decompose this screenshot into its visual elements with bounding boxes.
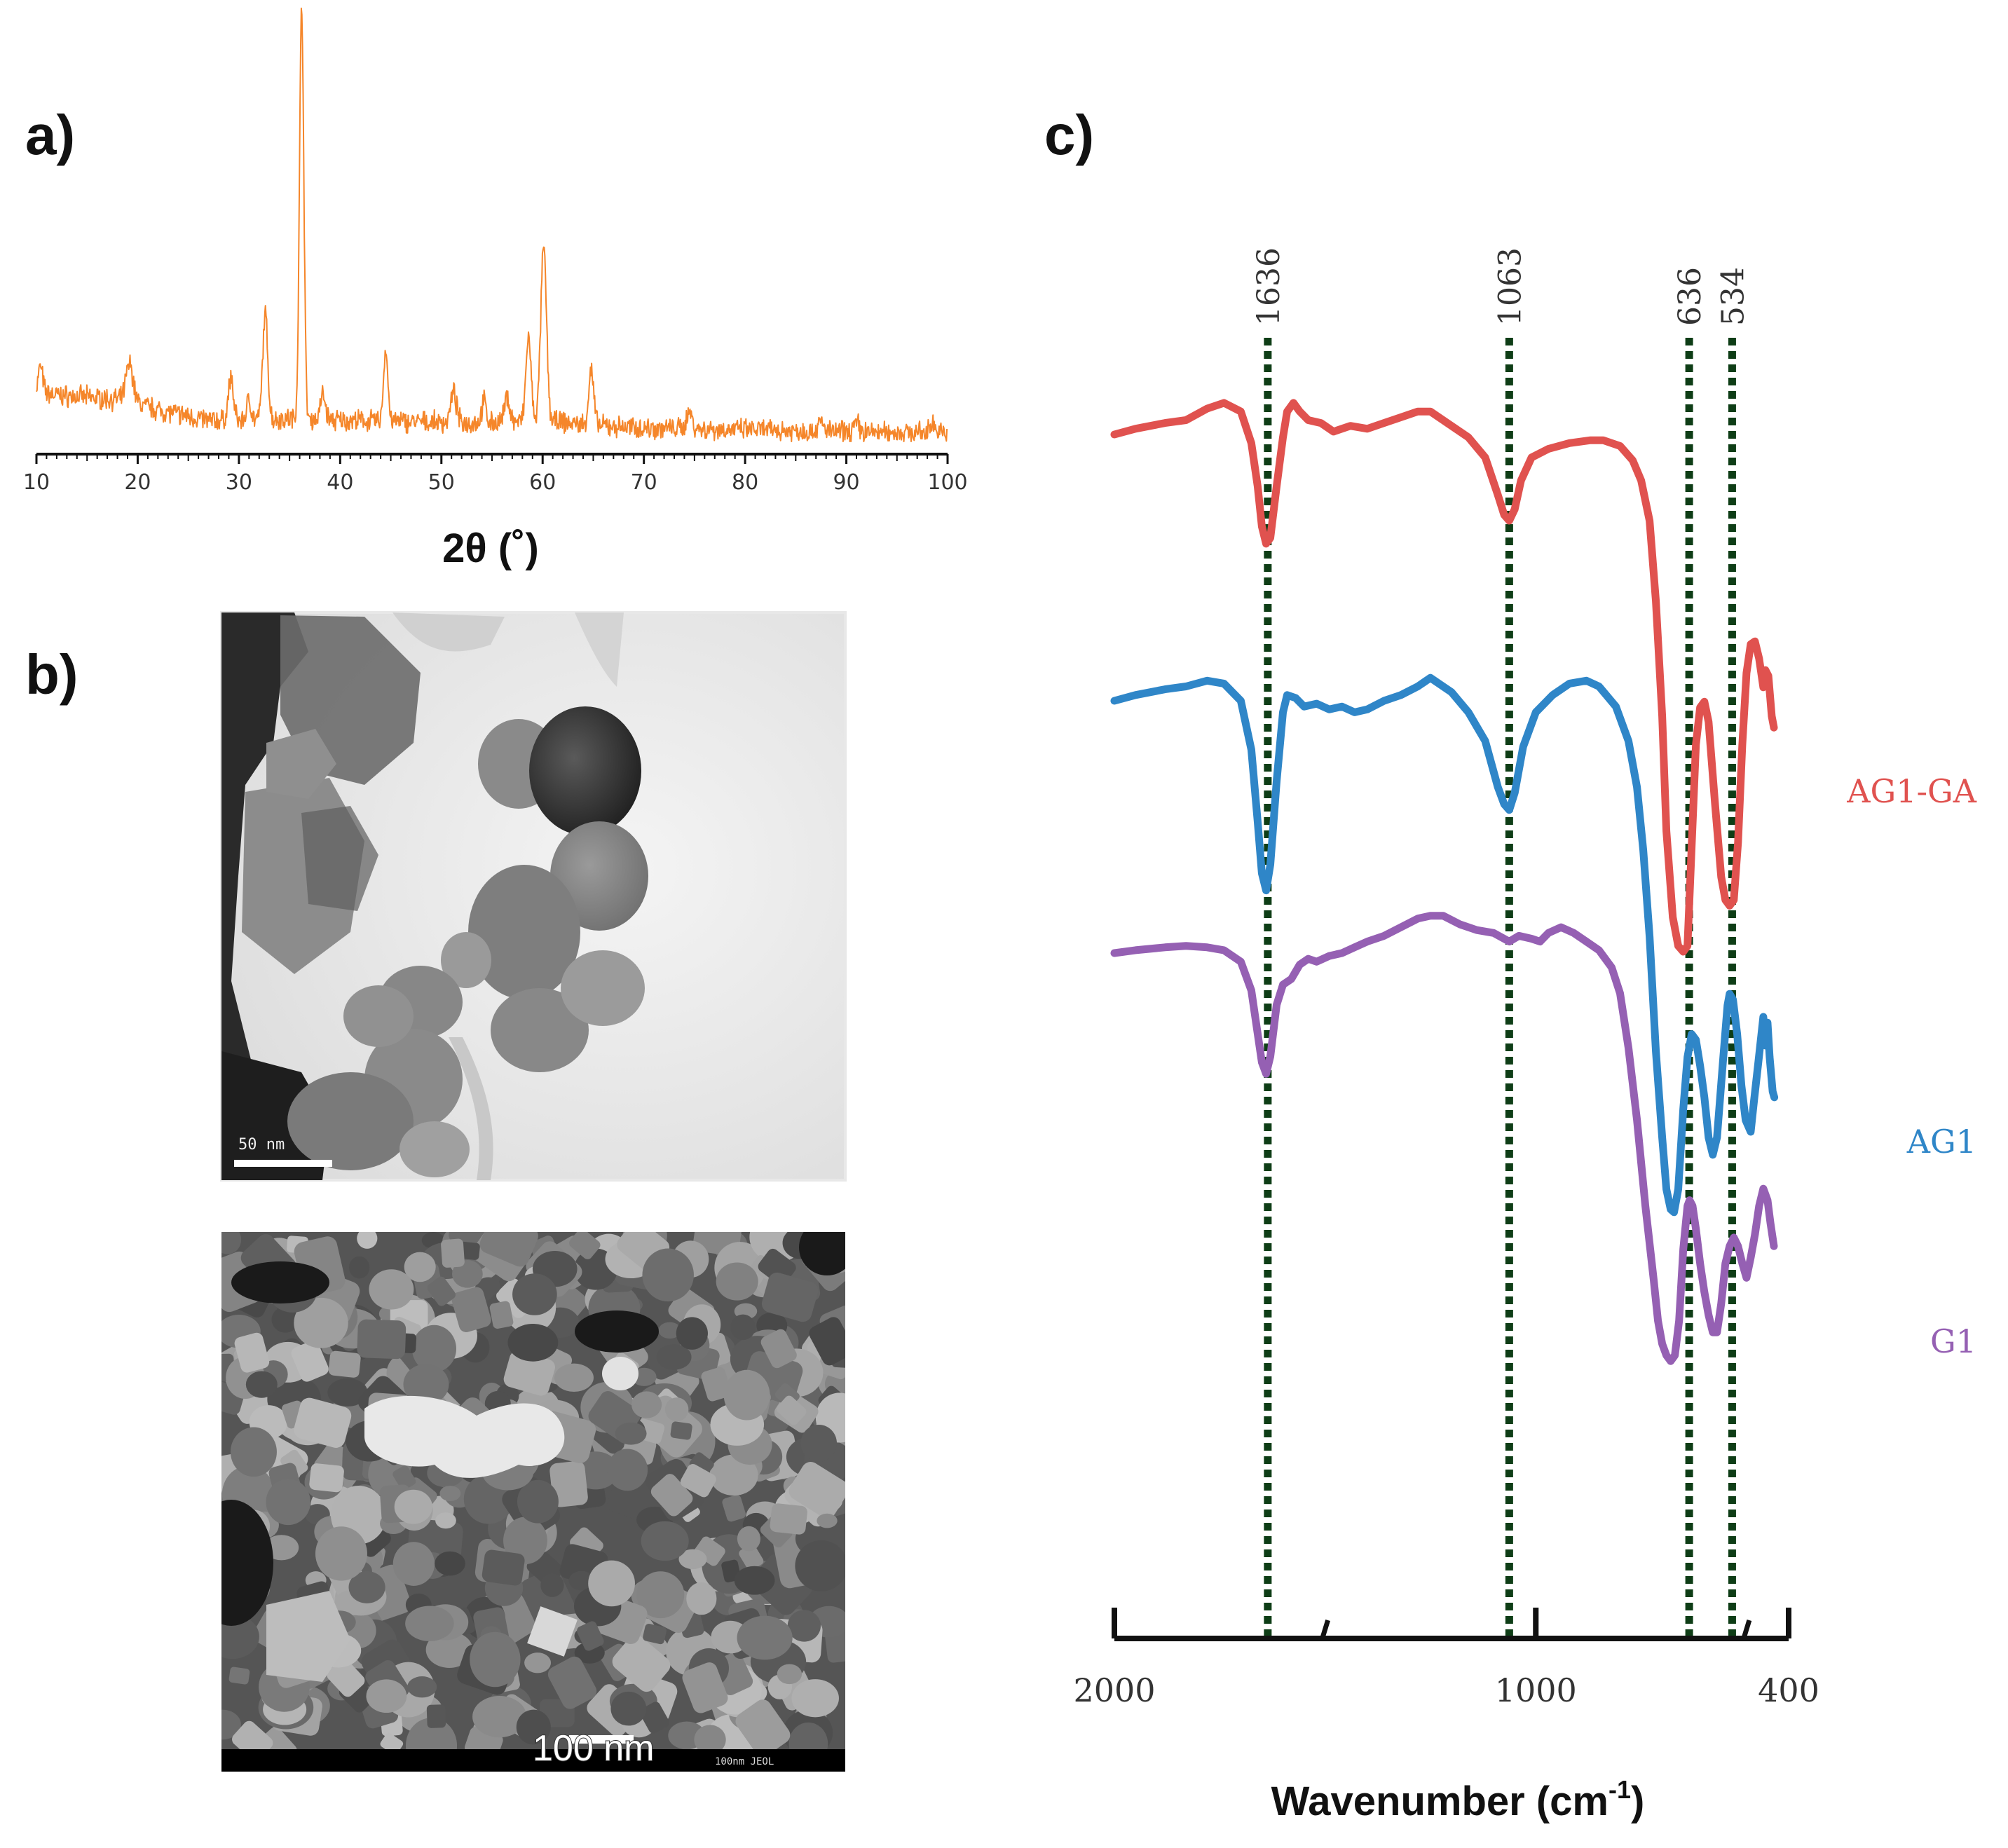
ftir-tick-label: 1000 [1495,1671,1577,1709]
ftir-x-axis: 2000 1000 400 [1073,1608,1819,1709]
ftir-x-axis-title: Wavenumber (cm-1) [1271,1775,1645,1824]
ftir-series-label: AG1-GA [1846,772,1977,810]
xrd-tick-label: 50 [428,470,455,495]
xrd-tick-label: 20 [124,470,151,495]
ftir-peak-markers: 1636 1063 636 534 [1251,247,1751,1638]
xrd-pattern-line [36,7,948,442]
ftir-series-line [1110,673,1779,1217]
peak-label: 1636 [1251,247,1287,326]
ftir-tick-label: 2000 [1073,1671,1155,1709]
xrd-tick-label: 60 [529,470,556,495]
xrd-tick-label: 70 [631,470,657,495]
tem-scale-label: 50 nm [238,1136,285,1154]
xrd-tick-label: 80 [732,470,758,495]
xrd-tick-label: 10 [23,470,50,495]
ftir-chart: 1636 1063 636 534 AG1-GA AG1 G1 2000 1000 400 W… [1073,247,1976,1824]
ftir-minor-tick [1741,1619,1752,1640]
xrd-x-axis-title: 2θ (˚) [442,526,539,571]
sem-footer-text: 100nm JEOL [715,1756,774,1767]
xrd-tick-label: 100 [927,470,967,495]
xrd-tick-label: 90 [833,470,859,495]
ftir-series-label: G1 [1930,1322,1976,1360]
xrd-x-ticks: 10 20 30 40 50 60 70 80 90 100 [23,454,968,495]
peak-label: 636 [1672,267,1708,326]
panel-c-label: c) [1044,104,1094,166]
ftir-tick-label: 400 [1758,1671,1819,1709]
ftir-series-line [1110,912,1778,1365]
ftir-series-line [1110,399,1778,956]
xrd-tick-label: 40 [327,470,353,495]
sem-scale-label: 100 nm [533,1728,654,1769]
peak-label: 1063 [1492,247,1528,326]
panel-a-label: a) [25,104,75,166]
panel-b-label: b) [25,643,78,706]
xrd-tick-label: 30 [226,470,252,495]
xrd-chart: 10 20 30 40 50 60 70 80 90 100 2θ (˚) [23,7,968,571]
ftir-series-label: AG1 [1906,1123,1976,1161]
ftir-series: AG1-GA AG1 G1 [1110,399,1977,1365]
sem-image: 100 nm 100nm JEOL [221,1232,845,1772]
peak-label: 534 [1715,267,1751,326]
tem-image: 50 nm [220,611,847,1182]
ftir-minor-tick [1320,1619,1330,1640]
